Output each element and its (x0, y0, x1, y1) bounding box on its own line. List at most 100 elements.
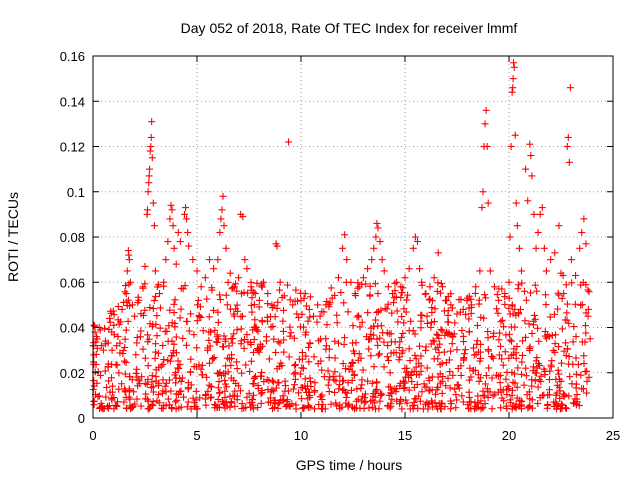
data-point (224, 278, 232, 286)
data-point (238, 400, 246, 408)
data-point (562, 281, 570, 289)
plot-frame (92, 55, 614, 419)
data-point (551, 249, 559, 257)
data-point (193, 317, 201, 325)
data-point (397, 294, 405, 302)
data-point (395, 343, 403, 351)
data-point (124, 296, 132, 304)
data-point (182, 204, 190, 212)
data-point (438, 283, 446, 291)
data-point (347, 386, 355, 394)
data-point (160, 355, 168, 363)
data-point (243, 331, 251, 339)
data-point (309, 312, 317, 320)
data-point (354, 284, 362, 292)
data-point (342, 278, 350, 286)
data-point (306, 403, 314, 411)
data-point (441, 297, 449, 305)
data-point (575, 402, 583, 410)
data-point (530, 311, 538, 319)
data-point (419, 405, 427, 413)
data-point (557, 359, 565, 367)
data-point (110, 321, 118, 329)
data-point (269, 322, 277, 330)
data-point (213, 331, 221, 339)
data-point (147, 133, 155, 141)
data-point (414, 404, 422, 412)
data-point (111, 401, 119, 409)
data-point (212, 401, 220, 409)
data-point (170, 340, 178, 348)
data-point (122, 282, 130, 290)
data-point (297, 289, 305, 297)
data-point (299, 364, 307, 372)
data-point (164, 238, 172, 246)
data-point (359, 274, 367, 282)
data-point (562, 352, 570, 360)
data-point (258, 386, 266, 394)
data-point (171, 398, 179, 406)
data-point (410, 384, 418, 392)
data-point (159, 376, 167, 384)
data-point (354, 312, 362, 320)
data-point (552, 331, 560, 339)
data-point (463, 297, 471, 305)
data-point (110, 311, 118, 319)
data-point (404, 291, 412, 299)
data-point (254, 327, 262, 335)
data-point (274, 298, 282, 306)
data-point (351, 349, 359, 357)
data-point (481, 400, 489, 408)
data-point (148, 372, 156, 380)
data-point (399, 329, 407, 337)
data-point (214, 318, 222, 326)
data-point (164, 337, 172, 345)
data-point (444, 292, 452, 300)
data-point (373, 379, 381, 387)
data-point (173, 396, 181, 404)
data-point (146, 147, 154, 155)
data-point (215, 404, 223, 412)
data-point (581, 338, 589, 346)
y-tick-label: 0.1 (67, 185, 85, 200)
data-point (502, 331, 510, 339)
data-point (120, 398, 128, 406)
data-point (557, 377, 565, 385)
data-point (162, 256, 170, 264)
data-point (269, 378, 277, 386)
data-point (205, 381, 213, 389)
data-point (524, 404, 532, 412)
data-point (442, 382, 450, 390)
data-point (384, 342, 392, 350)
data-point (329, 372, 337, 380)
data-point (248, 396, 256, 404)
data-point (526, 343, 534, 351)
data-point (534, 228, 542, 236)
data-point (125, 251, 133, 259)
data-point (195, 311, 203, 319)
data-point (339, 360, 347, 368)
data-point (533, 287, 541, 295)
data-point (525, 320, 533, 328)
data-point (484, 334, 492, 342)
data-point (514, 285, 522, 293)
data-point (438, 389, 446, 397)
data-point (455, 384, 463, 392)
data-point (552, 375, 560, 383)
data-point (411, 395, 419, 403)
data-point (101, 324, 109, 332)
data-point (184, 228, 192, 236)
data-point (90, 397, 98, 405)
data-point (571, 300, 579, 308)
data-point (430, 355, 438, 363)
data-point (156, 290, 164, 298)
data-point (476, 354, 484, 362)
data-point (331, 291, 339, 299)
data-point (292, 361, 300, 369)
data-point (405, 386, 413, 394)
x-tick-label: 10 (294, 428, 308, 443)
data-point (263, 376, 271, 384)
data-point (572, 354, 580, 362)
data-point (232, 280, 240, 288)
data-point (360, 405, 368, 413)
